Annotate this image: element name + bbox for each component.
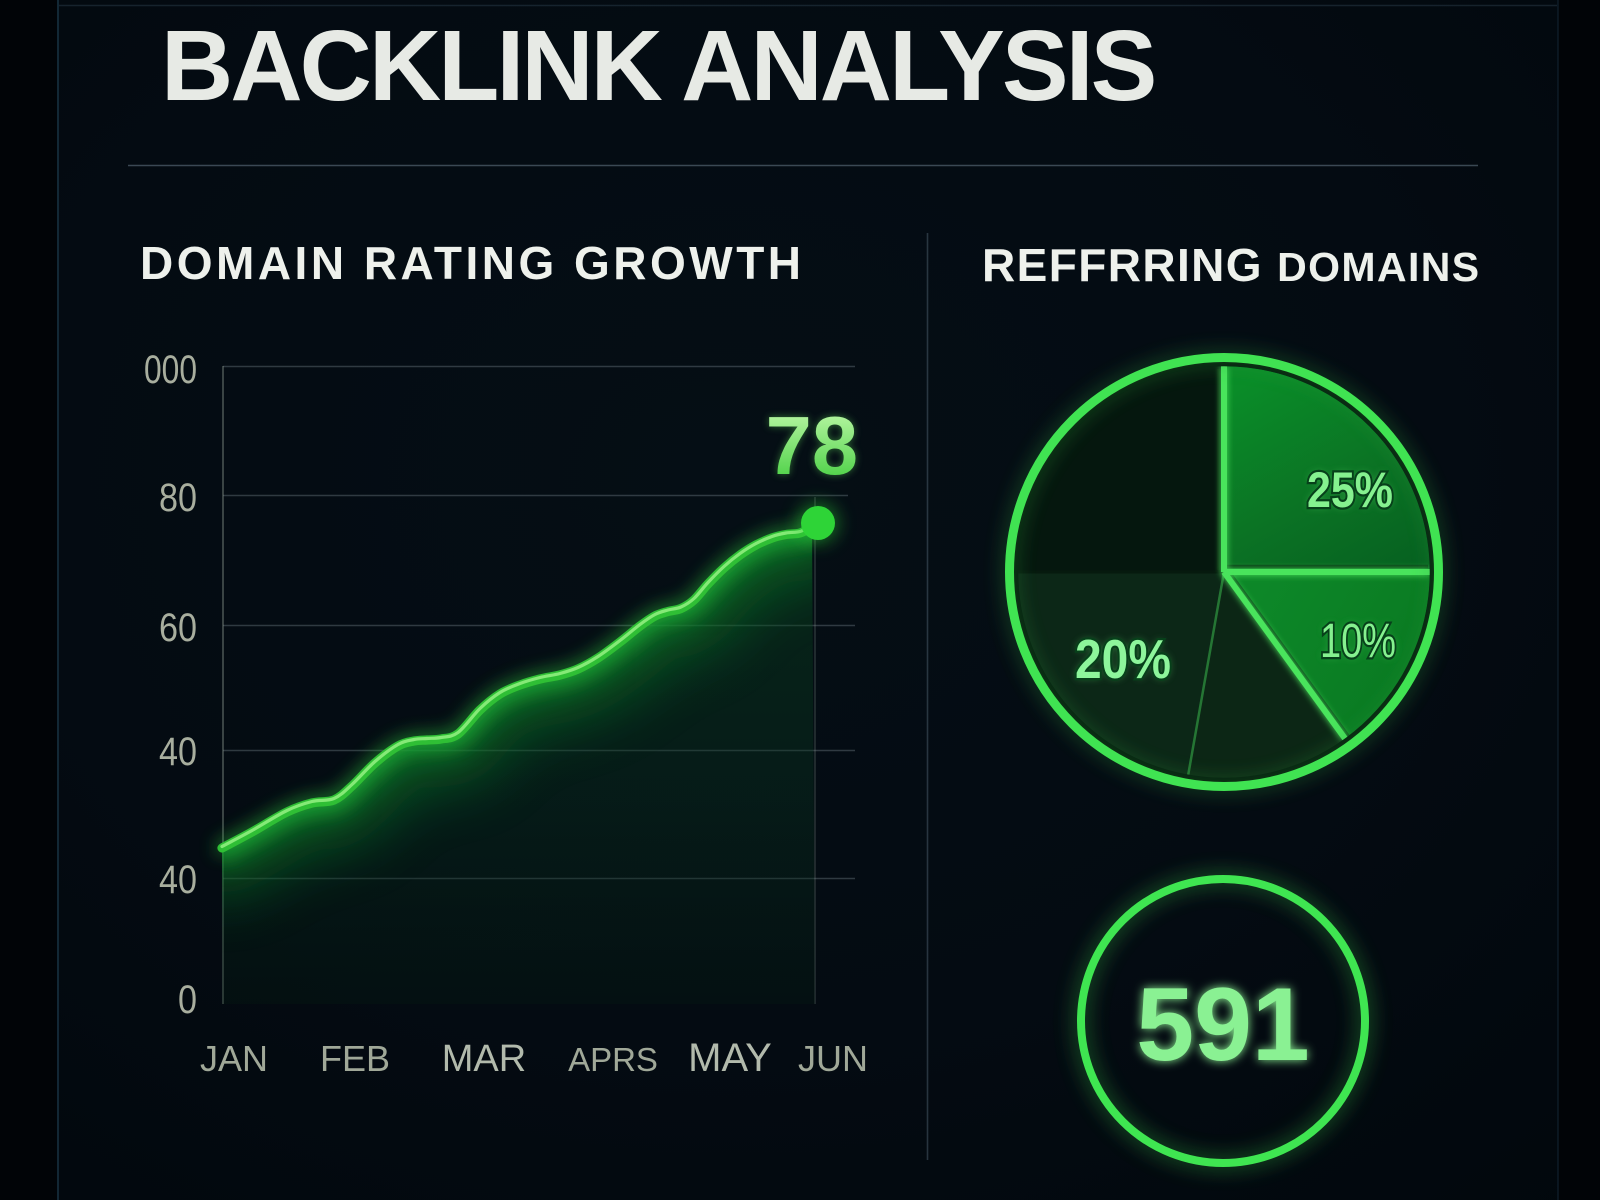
svg-text:591: 591 bbox=[1136, 967, 1310, 1083]
svg-text:10%: 10% bbox=[1320, 615, 1396, 668]
svg-text:60: 60 bbox=[159, 606, 197, 650]
svg-text:MAR: MAR bbox=[442, 1038, 526, 1080]
svg-text:78: 78 bbox=[766, 399, 858, 492]
svg-text:APRS: APRS bbox=[568, 1041, 658, 1078]
svg-text:20%: 20% bbox=[1075, 628, 1171, 690]
svg-text:REFFRRING DOMAINS: REFFRRING DOMAINS bbox=[982, 239, 1481, 291]
svg-text:80: 80 bbox=[159, 476, 197, 520]
svg-text:78: 78 bbox=[766, 399, 858, 492]
svg-text:40: 40 bbox=[159, 730, 197, 774]
svg-text:FEB: FEB bbox=[320, 1038, 390, 1079]
svg-text:10%: 10% bbox=[1320, 615, 1396, 668]
svg-text:25%: 25% bbox=[1307, 462, 1393, 518]
svg-text:40: 40 bbox=[159, 858, 197, 902]
svg-text:MAY: MAY bbox=[688, 1036, 772, 1080]
svg-text:000: 000 bbox=[144, 348, 197, 392]
svg-text:25%: 25% bbox=[1307, 462, 1393, 518]
svg-text:0: 0 bbox=[178, 978, 197, 1022]
svg-text:DOMAIN RATING GROWTH: DOMAIN RATING GROWTH bbox=[140, 237, 805, 289]
svg-text:JAN: JAN bbox=[200, 1038, 268, 1079]
svg-text:BACKLINK ANALYSIS: BACKLINK ANALYSIS bbox=[161, 10, 1154, 122]
svg-text:JUN: JUN bbox=[798, 1038, 868, 1079]
svg-text:20%: 20% bbox=[1075, 628, 1171, 690]
